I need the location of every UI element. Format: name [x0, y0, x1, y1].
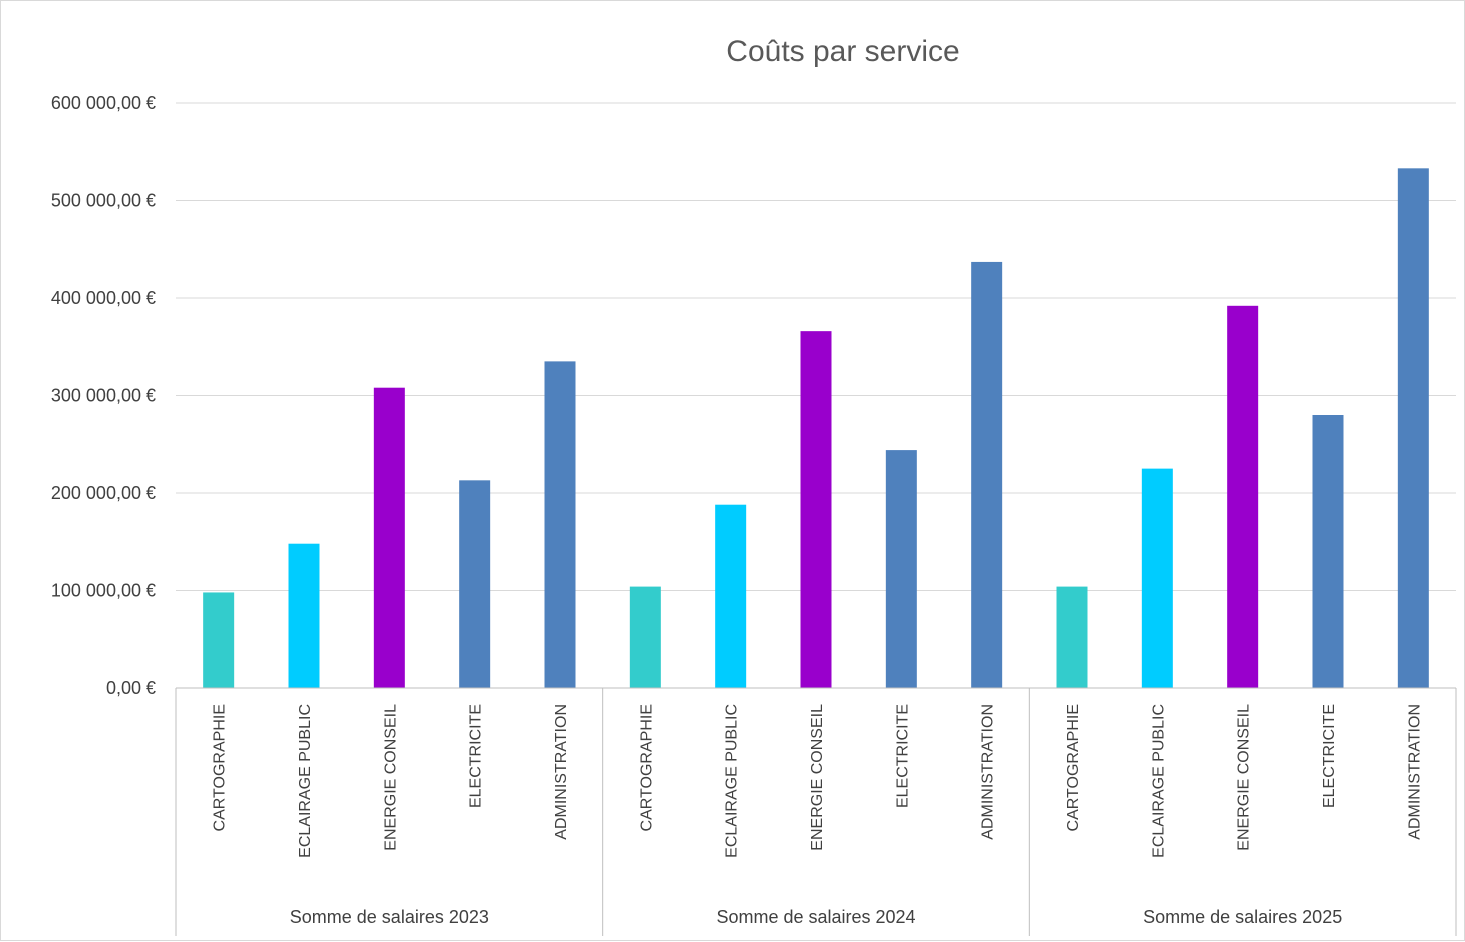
y-tick-label: 500 000,00 € — [51, 191, 156, 211]
bar-eclairage-public-2 — [715, 504, 747, 688]
bar-eclairage-public-1 — [288, 543, 320, 688]
axis-layer — [175, 687, 1457, 936]
bar-energie-conseil-1 — [373, 387, 405, 688]
x-category-label: ENERGIE CONSEIL — [809, 704, 826, 851]
bar-layer — [203, 168, 1429, 688]
y-tick-label: 0,00 € — [106, 678, 156, 698]
y-tick-label: 100 000,00 € — [51, 581, 156, 601]
x-category-label: CARTOGRAPHIE — [638, 704, 655, 831]
x-category-label: ECLAIRAGE PUBLIC — [1150, 704, 1167, 858]
y-tick-label: 200 000,00 € — [51, 483, 156, 503]
x-category-label: ECLAIRAGE PUBLIC — [297, 704, 314, 858]
x-category-label: ELECTRICITE — [1321, 704, 1338, 808]
label-layer: 0,00 € 100 000,00 € 200 000,00 € 300 000,00… — [51, 93, 1423, 927]
bar-energie-conseil-3 — [1227, 305, 1259, 688]
bar-cartographie-1 — [203, 592, 235, 688]
bar-administration-3 — [1397, 168, 1429, 688]
x-group-label: Somme de salaires 2025 — [1143, 907, 1342, 927]
y-tick-label: 400 000,00 € — [51, 288, 156, 308]
y-tick-label: 600 000,00 € — [51, 93, 156, 113]
bar-electricite-2 — [885, 450, 917, 688]
bar-administration-1 — [544, 361, 576, 688]
chart-title: Coûts par service — [726, 35, 959, 68]
x-category-label: CARTOGRAPHIE — [1065, 704, 1082, 831]
x-category-label: ELECTRICITE — [894, 704, 911, 808]
bar-energie-conseil-2 — [800, 331, 832, 688]
x-category-label: ECLAIRAGE PUBLIC — [724, 704, 741, 858]
bar-electricite-1 — [459, 480, 491, 688]
x-category-label: ENERGIE CONSEIL — [382, 704, 399, 851]
bar-administration-2 — [971, 261, 1003, 688]
x-group-label: Somme de salaires 2024 — [716, 907, 915, 927]
bar-eclairage-public-3 — [1141, 468, 1173, 688]
y-tick-label: 300 000,00 € — [51, 386, 156, 406]
x-category-label: CARTOGRAPHIE — [212, 704, 229, 831]
x-category-label: ADMINISTRATION — [553, 704, 570, 840]
bar-cartographie-3 — [1056, 586, 1088, 688]
bar-cartographie-2 — [629, 586, 661, 688]
x-category-label: ADMINISTRATION — [1406, 704, 1423, 840]
x-category-label: ADMINISTRATION — [980, 704, 997, 840]
x-category-label: ENERGIE CONSEIL — [1236, 704, 1253, 851]
x-group-label: Somme de salaires 2023 — [290, 907, 489, 927]
bar-electricite-3 — [1312, 415, 1344, 688]
x-category-label: ELECTRICITE — [468, 704, 485, 808]
